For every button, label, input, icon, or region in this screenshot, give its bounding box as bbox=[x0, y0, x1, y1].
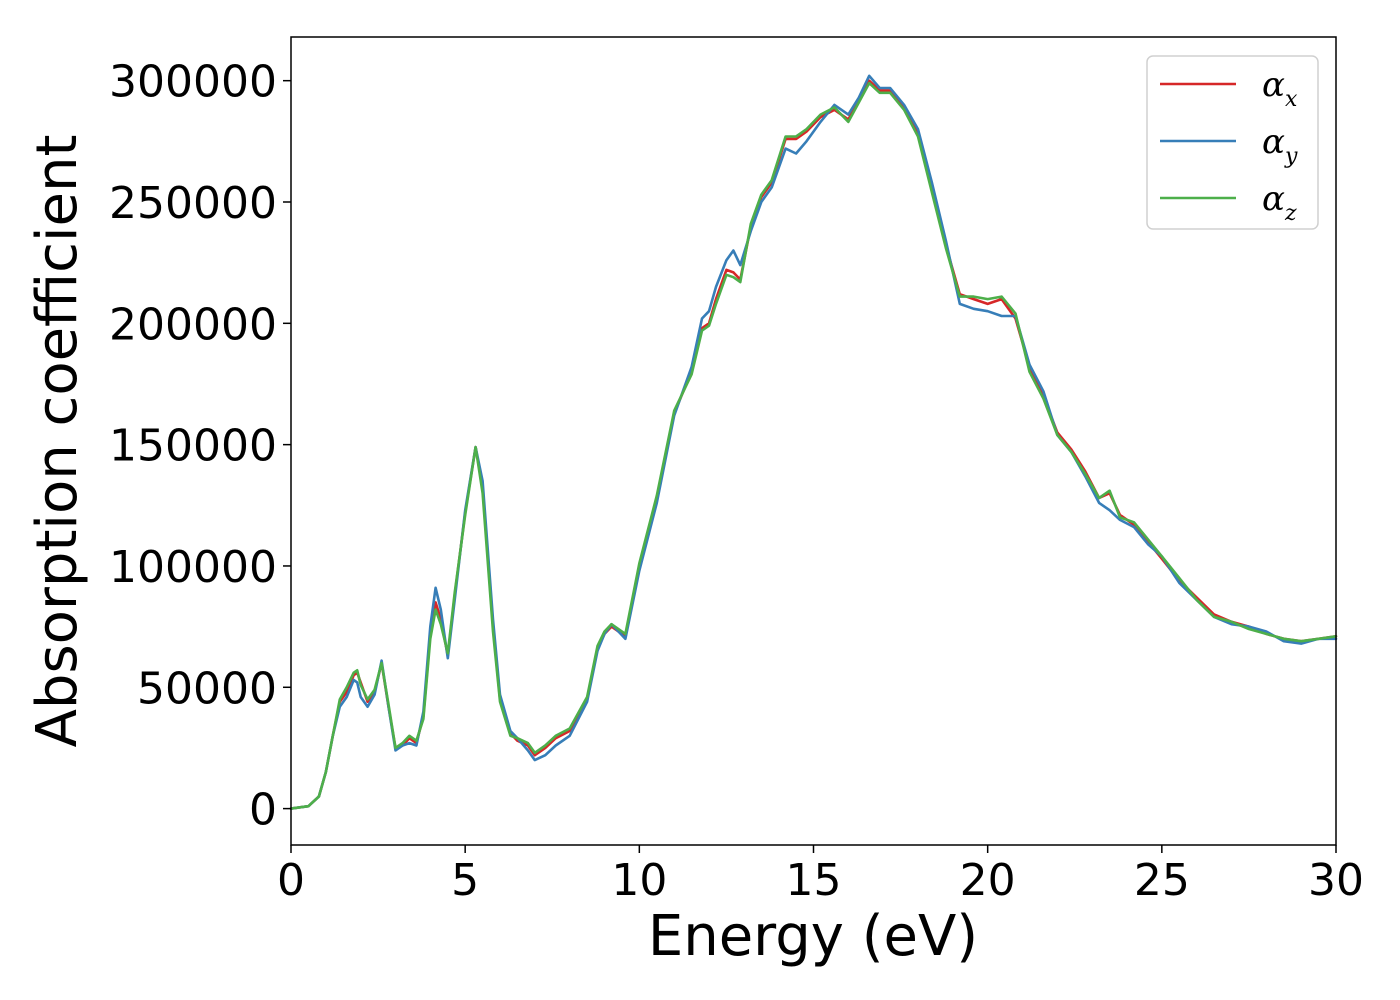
y-axis-label: Absorption coefficient bbox=[25, 135, 90, 748]
y-tick-label: 300000 bbox=[109, 57, 277, 108]
x-tick-label: 20 bbox=[960, 855, 1016, 906]
x-tick-label: 5 bbox=[451, 855, 479, 906]
y-tick-label: 50000 bbox=[137, 663, 277, 714]
x-tick-label: 10 bbox=[611, 855, 667, 906]
x-tick-label: 30 bbox=[1308, 855, 1364, 906]
y-tick-label: 100000 bbox=[109, 542, 277, 593]
y-tick-label: 200000 bbox=[109, 299, 277, 350]
x-axis-ticks: 0 5 10 15 20 25 30 bbox=[277, 845, 1364, 906]
y-tick-label: 250000 bbox=[109, 178, 277, 229]
y-axis-ticks: 0 50000 100000 150000 200000 250000 300000 bbox=[109, 57, 291, 836]
x-axis-label: Energy (eV) bbox=[648, 904, 978, 969]
series-line-y bbox=[289, 74, 1338, 810]
y-tick-label: 0 bbox=[249, 785, 277, 836]
plot-lines bbox=[289, 74, 1338, 810]
legend-frame bbox=[1146, 55, 1319, 230]
x-tick-label: 15 bbox=[786, 855, 842, 906]
y-tick-label: 150000 bbox=[109, 421, 277, 472]
x-tick-label: 0 bbox=[277, 855, 305, 906]
x-tick-label: 25 bbox=[1134, 855, 1190, 906]
series-line-z bbox=[289, 81, 1338, 810]
